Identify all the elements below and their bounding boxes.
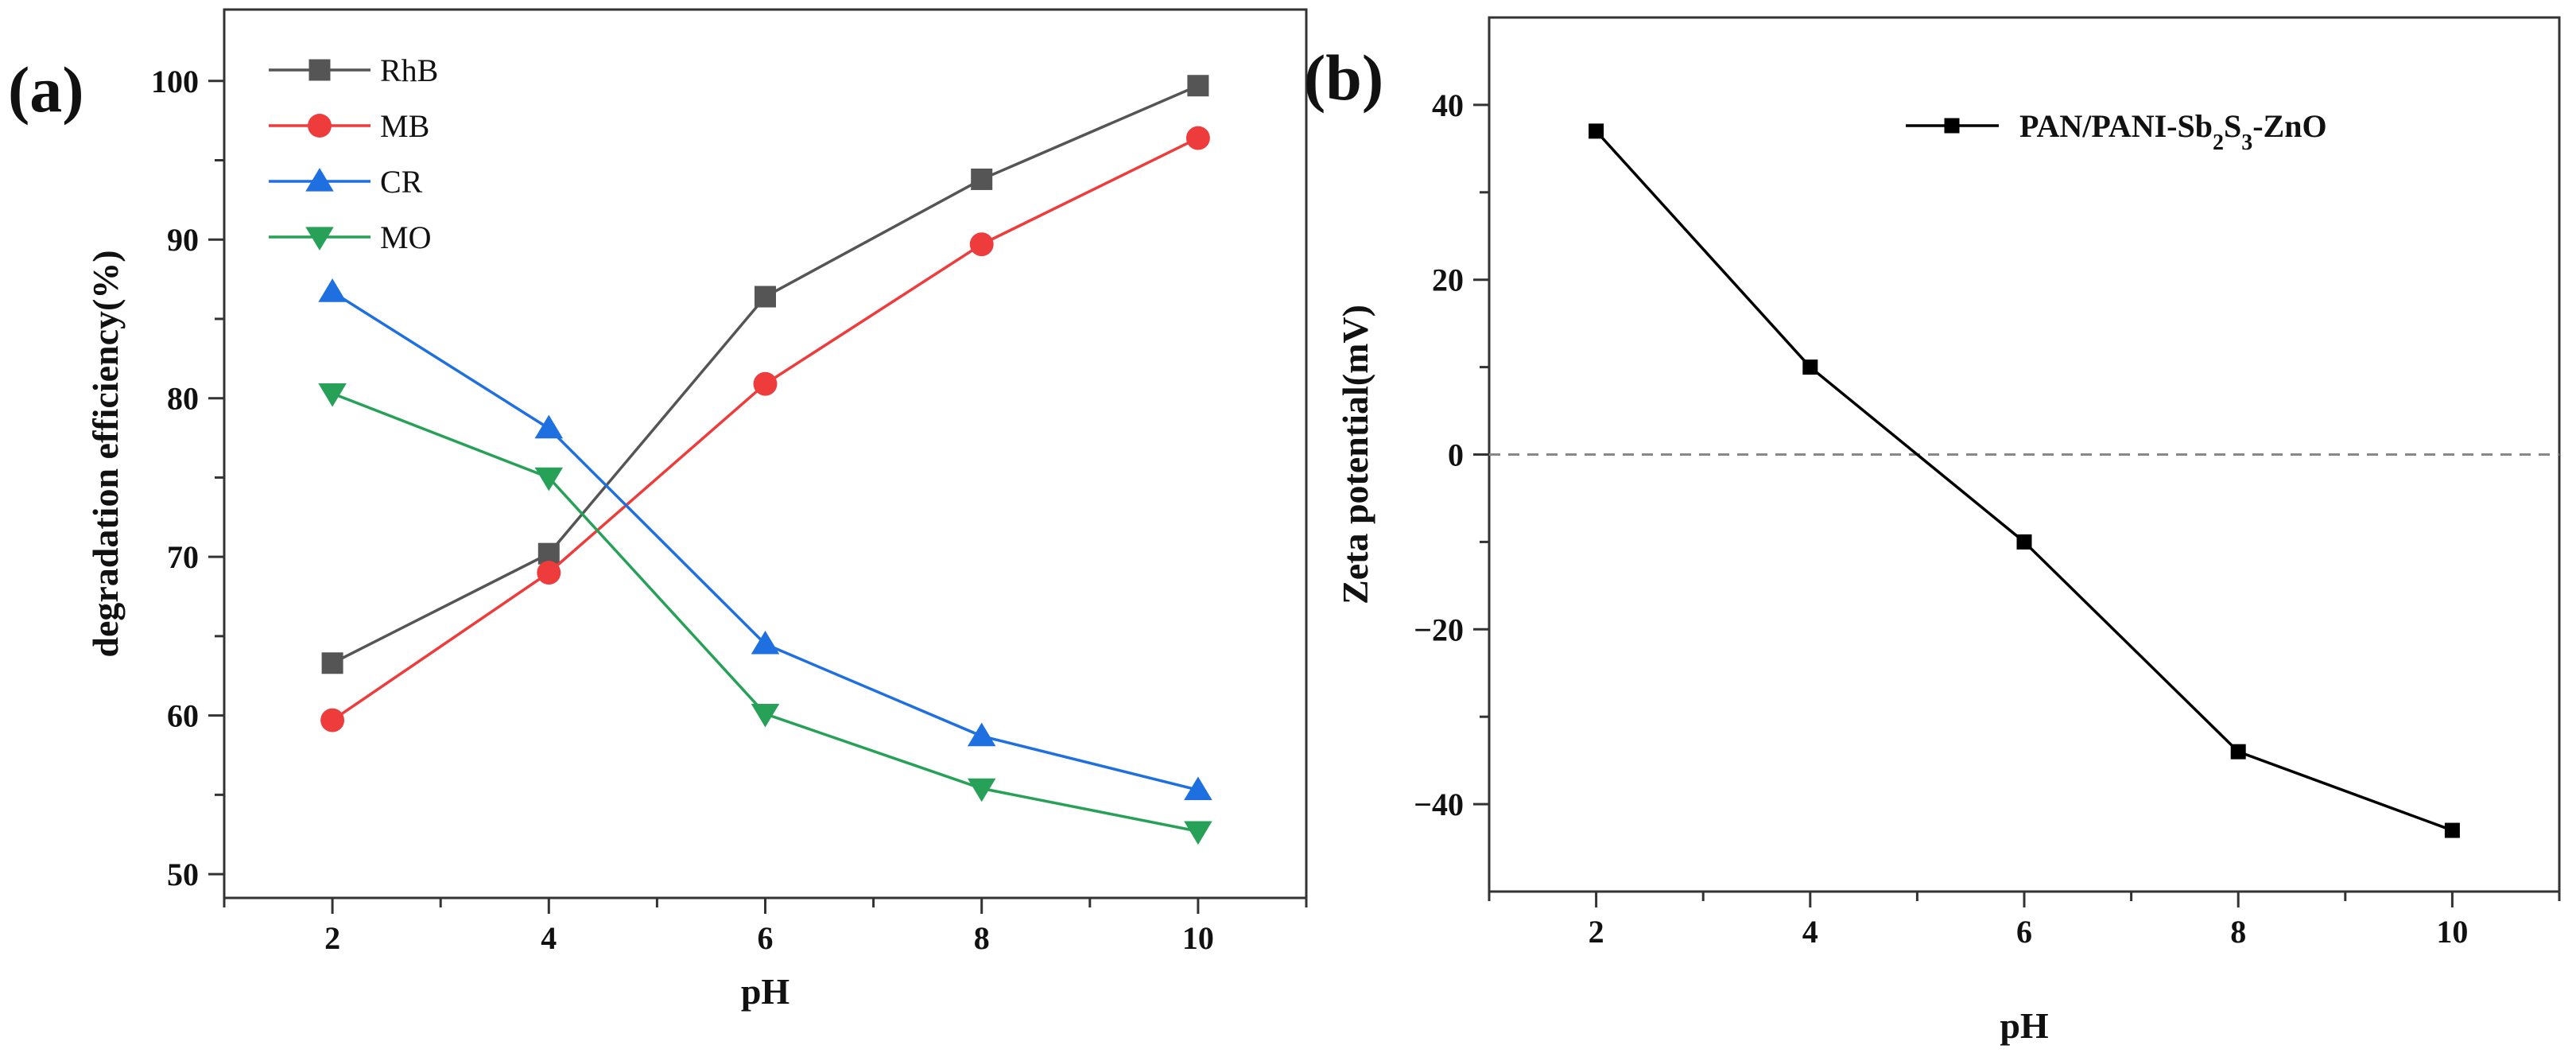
panel-a-y-axis-title: degradation efficiency(%) — [85, 250, 126, 657]
y-tick-label-50: 50 — [167, 857, 199, 892]
legend-marker-mb — [308, 114, 332, 138]
data-point-mb-ph4 — [537, 561, 561, 585]
legend-subscript-3: 3 — [2241, 130, 2252, 155]
x-tick-label-2: 2 — [324, 920, 340, 956]
y-tick-label-neg40: −40 — [1414, 787, 1464, 822]
legend-text-part: PAN/PANI-Sb — [2019, 108, 2213, 144]
legend-label-cr: CR — [380, 164, 423, 200]
y-tick-label-100: 100 — [151, 64, 199, 99]
data-point-pan-pani-sb2s3-zno-ph8 — [2230, 744, 2246, 760]
panel-b-x-axis-title: pH — [2000, 1005, 2049, 1046]
legend-entry-mb: MB — [269, 108, 429, 144]
data-point-mo-ph2 — [318, 383, 347, 407]
panel-b-axis-ticks: 2 4 6 8 10 −40 −20 0 20 40 — [1414, 87, 2561, 950]
y-tick-label-20: 20 — [1432, 262, 1464, 298]
data-point-mb-ph2 — [320, 708, 345, 732]
y-tick-label-90: 90 — [167, 222, 199, 258]
legend-subscript-2: 2 — [2213, 130, 2224, 155]
x-tick-label-2: 2 — [1589, 914, 1604, 950]
x-tick-label-10: 10 — [1182, 920, 1214, 956]
panel-b-label: (b) — [1304, 41, 1383, 114]
data-point-cr-ph10 — [1184, 776, 1212, 801]
legend-label-rhb: RhB — [380, 52, 438, 88]
legend-label-mb: MB — [380, 108, 429, 144]
data-point-pan-pani-sb2s3-zno-ph6 — [2016, 534, 2032, 550]
data-point-pan-pani-sb2s3-zno-ph2 — [1589, 123, 1604, 139]
panel-a-chart: (a) 2 4 6 8 10 50 60 70 80 90 100 pH degradation e… — [8, 8, 1308, 1012]
panel-a-axis-ticks: 2 4 6 8 10 50 60 70 80 90 100 — [151, 64, 1308, 956]
legend-marker-mo — [305, 227, 334, 251]
x-tick-label-6: 6 — [758, 920, 774, 956]
y-tick-label-70: 70 — [167, 539, 199, 575]
data-point-cr-ph4 — [534, 414, 564, 439]
panel-a-x-axis-title: pH — [741, 971, 790, 1012]
y-tick-label-neg20: −20 — [1414, 612, 1464, 647]
x-tick-label-6: 6 — [2016, 914, 2032, 950]
panel-a-legend: RhB MB CR MO — [269, 52, 438, 255]
data-point-mb-ph6 — [753, 371, 778, 396]
data-point-rhb-ph8 — [971, 168, 993, 190]
data-point-mb-ph10 — [1185, 126, 1210, 150]
series-line-mo — [332, 392, 1199, 833]
data-point-mo-ph10 — [1184, 821, 1212, 845]
y-tick-label-60: 60 — [167, 698, 199, 734]
x-tick-label-8: 8 — [2230, 914, 2246, 950]
data-point-cr-ph2 — [318, 278, 347, 302]
legend-text-part: -ZnO — [2252, 108, 2326, 144]
panel-b-y-axis-title: Zeta potential(mV) — [1335, 305, 1375, 604]
data-point-rhb-ph4 — [537, 542, 560, 565]
data-point-rhb-ph6 — [755, 286, 776, 308]
panel-a-label: (a) — [8, 53, 84, 126]
data-point-rhb-ph2 — [321, 652, 343, 674]
data-point-cr-ph8 — [967, 722, 996, 747]
data-point-mb-ph8 — [969, 232, 994, 257]
panel-b-legend: PAN/PANI-Sb2S3-ZnO — [1906, 108, 2327, 155]
legend-text-part: S — [2224, 108, 2241, 144]
legend-entry-mo: MO — [269, 220, 431, 255]
data-point-mo-ph8 — [967, 778, 996, 802]
legend-entry-cr: CR — [269, 164, 423, 200]
data-point-rhb-ph10 — [1187, 75, 1209, 97]
legend-entry-rhb: RhB — [269, 52, 438, 88]
data-point-cr-ph6 — [751, 630, 780, 655]
y-tick-label-80: 80 — [167, 381, 199, 417]
legend-label-pan-pani-sb2s3-zno: PAN/PANI-Sb2S3-ZnO — [2019, 108, 2327, 155]
panel-a-series-layer — [318, 75, 1212, 845]
legend-marker-pan-pani — [1944, 118, 1960, 134]
x-tick-label-10: 10 — [2436, 914, 2468, 950]
data-point-mo-ph6 — [751, 703, 780, 728]
panel-b-series-layer — [1589, 123, 2460, 838]
series-line-pan-pani-sb2s3-zno — [1595, 130, 2454, 832]
x-tick-label-4: 4 — [1802, 914, 1818, 950]
x-tick-label-4: 4 — [541, 920, 557, 956]
data-point-pan-pani-sb2s3-zno-ph4 — [1802, 359, 1818, 375]
legend-marker-cr — [305, 168, 334, 192]
y-tick-label-40: 40 — [1432, 87, 1464, 123]
data-point-mo-ph4 — [534, 467, 564, 492]
legend-label-mo: MO — [380, 220, 431, 255]
panel-b-chart: (b) 2 4 6 8 10 −40 −20 0 20 40 pH Zeta potential(… — [1304, 16, 2561, 1046]
y-tick-label-0: 0 — [1448, 437, 1464, 473]
data-point-pan-pani-sb2s3-zno-ph10 — [2444, 822, 2460, 838]
x-tick-label-8: 8 — [974, 920, 990, 956]
legend-marker-rhb — [308, 59, 331, 81]
